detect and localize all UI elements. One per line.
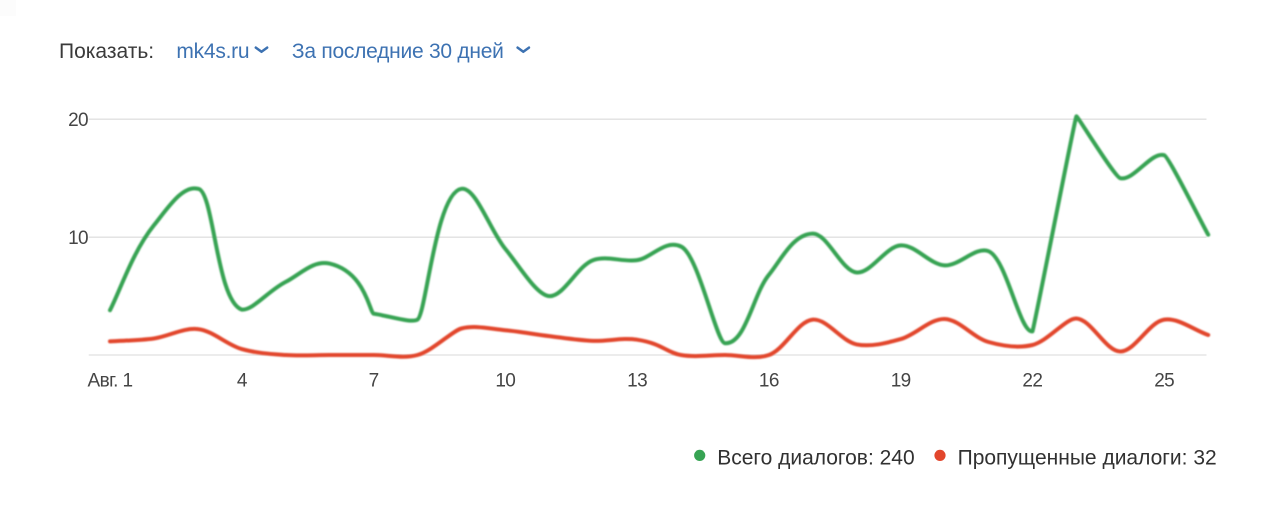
svg-text:mk4s.ru: mk4s.ru <box>176 40 249 63</box>
svg-text:Всего диалогов: 240: Всего диалогов: 240 <box>717 447 914 470</box>
svg-text:Авг. 1: Авг. 1 <box>88 371 133 392</box>
svg-text:За последние 30 дней: За последние 30 дней <box>292 40 504 63</box>
svg-text:Показать:: Показать: <box>59 40 154 63</box>
svg-text:4: 4 <box>237 371 248 392</box>
svg-text:22: 22 <box>1022 371 1042 392</box>
svg-text:10: 10 <box>68 228 88 249</box>
svg-text:16: 16 <box>759 371 779 392</box>
svg-text:25: 25 <box>1154 371 1174 392</box>
svg-text:7: 7 <box>369 371 379 392</box>
svg-text:20: 20 <box>68 110 88 131</box>
svg-text:Пропущенные диалоги: 32: Пропущенные диалоги: 32 <box>958 447 1217 470</box>
svg-text:10: 10 <box>495 371 515 392</box>
svg-text:13: 13 <box>627 371 647 392</box>
svg-text:19: 19 <box>891 371 911 392</box>
